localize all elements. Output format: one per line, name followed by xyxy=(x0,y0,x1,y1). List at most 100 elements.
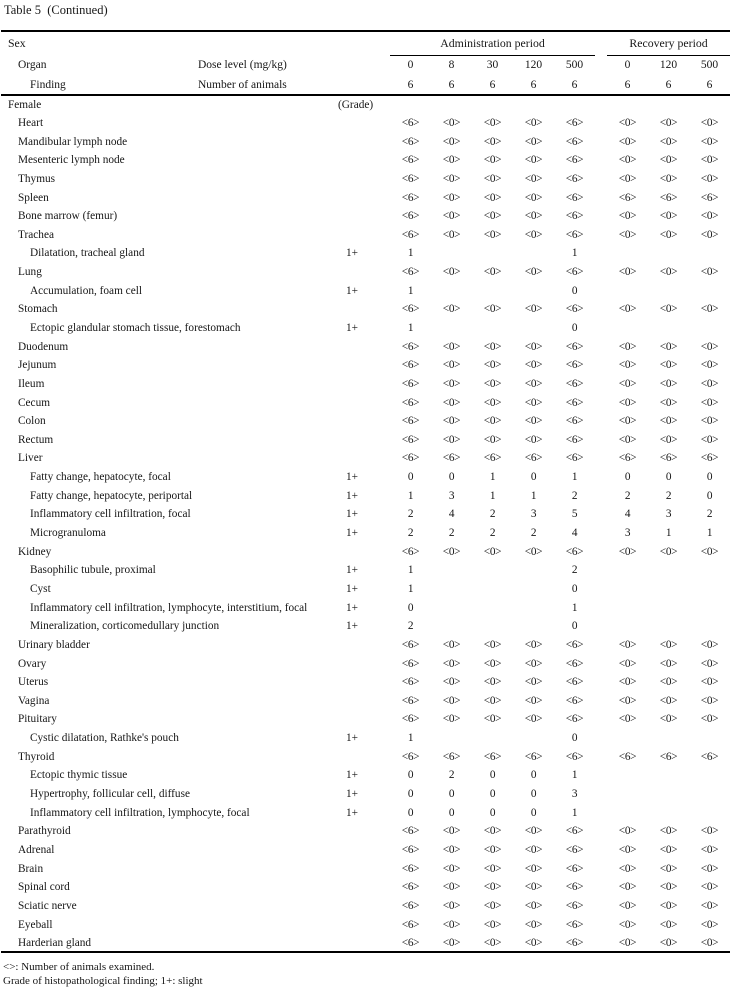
spacer-cell xyxy=(595,692,607,711)
table-title: Table 5 (Continued) xyxy=(4,3,108,17)
value-cell: <0> xyxy=(618,918,637,931)
value-cell: <0> xyxy=(524,154,543,167)
row-label: Kidney xyxy=(18,545,52,558)
value-cell: <6> xyxy=(700,191,719,204)
value-cell: 0 xyxy=(624,471,631,484)
grade-cell: 1+ xyxy=(346,620,359,633)
dose-value: 500 xyxy=(565,59,584,72)
row-label: Basophilic tubule, proximal xyxy=(30,564,156,577)
grade-cell: 1+ xyxy=(346,489,359,502)
organ-row: Stomach <6> <0> <0> <0> <6> <0> <0> <0> xyxy=(1,300,730,319)
row-label: Lung xyxy=(18,266,42,279)
spacer-cell xyxy=(595,505,607,524)
organ-row: Colon <6> <0> <0> <0> <6> <0> <0> <0> xyxy=(1,412,730,431)
value-cell: <0> xyxy=(483,918,502,931)
spacer-cell xyxy=(595,654,607,673)
organ-row: Vagina <6> <0> <0> <0> <6> <0> <0> <0> xyxy=(1,692,730,711)
value-cell: <6> xyxy=(565,881,584,894)
value-cell: 3 xyxy=(665,508,672,521)
spacer-cell xyxy=(595,766,607,785)
value-cell: <0> xyxy=(659,713,678,726)
spacer-cell xyxy=(595,598,607,617)
spacer-cell xyxy=(366,431,390,450)
spacer-cell xyxy=(595,356,607,375)
row-label: Urinary bladder xyxy=(18,638,90,651)
value-cell: <0> xyxy=(483,657,502,670)
value-cell xyxy=(689,729,730,748)
value-cell: <6> xyxy=(524,750,543,763)
header-spacer xyxy=(338,55,366,75)
spacer-cell xyxy=(366,673,390,692)
value-cell xyxy=(607,803,648,822)
value-cell: <0> xyxy=(659,154,678,167)
grade-cell xyxy=(338,822,366,841)
grade-cell xyxy=(338,114,366,133)
organ-row: Ileum <6> <0> <0> <0> <6> <0> <0> <0> xyxy=(1,375,730,394)
grade-cell xyxy=(338,151,366,170)
number-of-animals-label: Number of animals xyxy=(191,75,339,96)
value-cell: <6> xyxy=(442,452,461,465)
value-cell xyxy=(648,319,689,338)
value-cell: <6> xyxy=(483,750,502,763)
value-cell: <0> xyxy=(618,862,637,875)
organ-row: Urinary bladder <6> <0> <0> <0> <6> <0> <0> <0> xyxy=(1,636,730,655)
spacer-cell xyxy=(366,132,390,151)
value-cell xyxy=(390,95,431,114)
value-cell xyxy=(607,785,648,804)
value-cell xyxy=(607,598,648,617)
value-cell: 0 xyxy=(489,806,496,819)
row-label: Spleen xyxy=(18,191,49,204)
grade-cell xyxy=(338,934,366,953)
value-cell: <0> xyxy=(618,210,637,223)
grade-cell xyxy=(338,747,366,766)
spacer-cell xyxy=(595,375,607,394)
value-cell: <6> xyxy=(401,676,420,689)
organ-row: Sciatic nerve <6> <0> <0> <0> <6> <0> <0> <0> xyxy=(1,897,730,916)
value-cell: 0 xyxy=(571,582,578,595)
value-cell: <0> xyxy=(618,359,637,372)
grade-cell xyxy=(338,915,366,934)
grade-cell xyxy=(338,300,366,319)
value-cell xyxy=(689,803,730,822)
group-row: Female (Grade) xyxy=(1,95,730,114)
spacer-cell xyxy=(366,841,390,860)
value-cell: <6> xyxy=(401,862,420,875)
value-cell: <6> xyxy=(565,154,584,167)
spacer-cell xyxy=(366,486,390,505)
spacer-cell xyxy=(366,114,390,133)
header-spacer xyxy=(366,75,391,96)
value-cell: <0> xyxy=(659,694,678,707)
organ-row: Mesenteric lymph node <6> <0> <0> <0> <6> <0> <… xyxy=(1,151,730,170)
value-cell: <6> xyxy=(401,116,420,129)
grade-cell: 1+ xyxy=(346,247,359,260)
value-cell: <6> xyxy=(565,303,584,316)
value-cell xyxy=(689,598,730,617)
dose-value: 500 xyxy=(700,59,719,72)
value-cell: 0 xyxy=(571,322,578,334)
row-label: Sciatic nerve xyxy=(18,899,77,912)
grade-cell xyxy=(338,542,366,561)
value-cell: <0> xyxy=(442,676,461,689)
value-cell: <0> xyxy=(524,191,543,204)
value-cell: <0> xyxy=(618,228,637,241)
grade-cell xyxy=(338,393,366,412)
value-cell xyxy=(648,766,689,785)
animal-count: 6 xyxy=(472,75,514,96)
spacer-cell xyxy=(366,617,390,636)
value-cell xyxy=(513,617,554,636)
grade-cell: 1+ xyxy=(346,508,359,521)
value-cell: <0> xyxy=(618,713,637,726)
row-label: Heart xyxy=(18,116,44,129)
footnote-animals-examined: <>: Number of animals examined. xyxy=(3,961,155,973)
value-cell xyxy=(554,95,595,114)
row-label: Cystic dilatation, Rathke's pouch xyxy=(30,732,179,745)
value-cell: <0> xyxy=(659,657,678,670)
organ-row: Adrenal <6> <0> <0> <0> <6> <0> <0> <0> xyxy=(1,841,730,860)
value-cell: 0 xyxy=(706,489,713,502)
finding-label: Finding xyxy=(1,75,191,96)
value-cell xyxy=(513,319,554,338)
spacer-cell xyxy=(595,449,607,468)
value-cell: <0> xyxy=(659,843,678,856)
spacer-cell xyxy=(366,207,390,226)
